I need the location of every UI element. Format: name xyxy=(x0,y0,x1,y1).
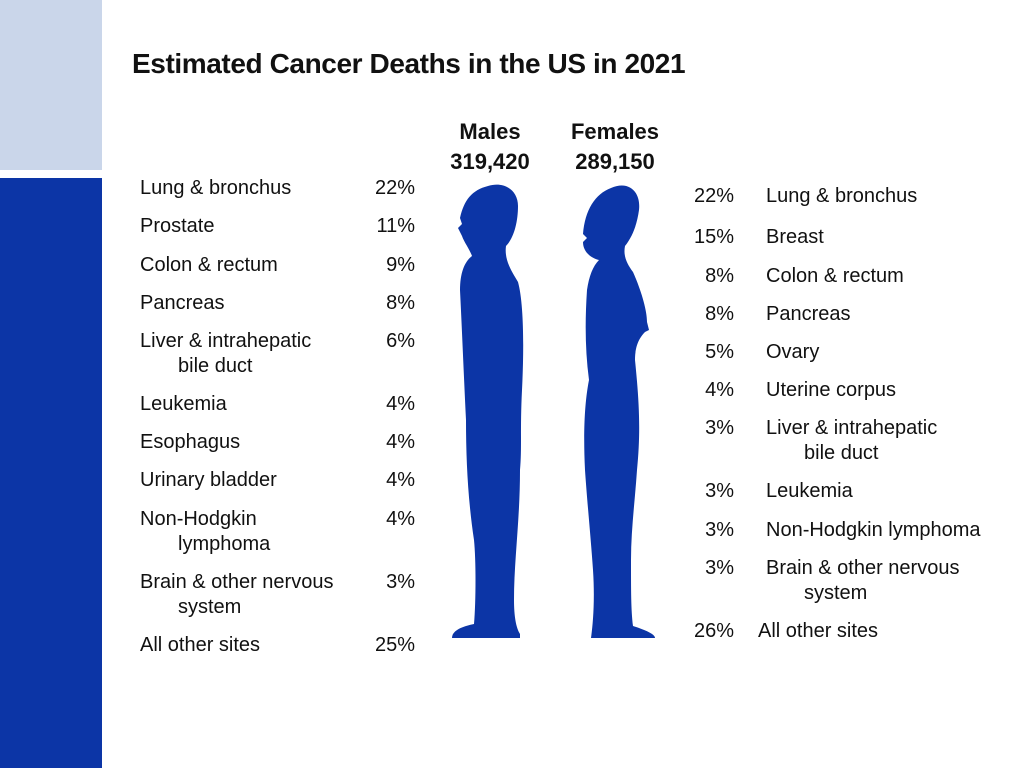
male-site-label: Lung & bronchus xyxy=(140,176,291,201)
slide-title: Estimated Cancer Deaths in the US in 202… xyxy=(132,48,686,79)
female-site-label: Uterine corpus xyxy=(766,378,896,403)
site-label-line: Uterine corpus xyxy=(766,379,897,401)
female-percentage: 3% xyxy=(705,519,734,541)
female-site-label: Breast xyxy=(766,225,824,250)
male-site-label: Leukemia xyxy=(140,392,227,417)
site-label-line: Liver & intrahepatic xyxy=(766,417,938,439)
sidebar-accent-dark xyxy=(0,178,102,768)
site-label-line: Urinary bladder xyxy=(140,469,277,491)
female-percentage: 3% xyxy=(705,480,734,502)
site-label-line: Non-Hodgkin lymphoma xyxy=(766,519,981,541)
female-percentage: 8% xyxy=(705,303,734,325)
male-site-label: Pancreas xyxy=(140,291,225,316)
female-site-label: All other sites xyxy=(758,619,878,644)
female-site-label: Pancreas xyxy=(766,302,851,327)
females-header: Females 289,150 xyxy=(555,117,675,177)
females-total: 289,150 xyxy=(575,149,655,174)
male-percentage: 8% xyxy=(386,292,415,314)
site-label-line: Colon & rectum xyxy=(766,265,904,287)
female-percentage: 26% xyxy=(693,620,734,642)
site-label-line: Non-Hodgkin xyxy=(140,508,257,530)
site-label-line: Lung & bronchus xyxy=(140,177,292,199)
male-percentage: 4% xyxy=(386,508,415,530)
site-label-line: Liver & intrahepatic xyxy=(140,330,312,352)
male-site-label: Non-Hodgkin lymphoma xyxy=(140,507,270,557)
males-label: Males xyxy=(459,119,521,144)
site-label-line: Breast xyxy=(766,226,824,248)
males-header: Males 319,420 xyxy=(430,117,550,177)
male-percentage: 6% xyxy=(386,330,415,352)
male-site-label: Brain & other nervous system xyxy=(140,570,333,620)
male-site-label: Colon & rectum xyxy=(140,253,278,278)
site-label-line: Ovary xyxy=(766,341,820,363)
males-total: 319,420 xyxy=(450,149,530,174)
male-percentage: 25% xyxy=(374,634,415,656)
site-label-continuation: system xyxy=(178,596,242,618)
female-percentage: 4% xyxy=(705,379,734,401)
site-label-line: All other sites xyxy=(758,620,879,642)
site-label-line: Lung & bronchus xyxy=(766,185,918,207)
female-site-label: Lung & bronchus xyxy=(766,184,917,209)
female-silhouette-shape xyxy=(583,185,655,639)
male-percentage: 4% xyxy=(386,431,415,453)
site-label-line: All other sites xyxy=(140,634,261,656)
female-site-label: Liver & intrahepatic bile duct xyxy=(766,416,937,466)
male-site-label: Liver & intrahepatic bile duct xyxy=(140,329,311,379)
site-label-line: Leukemia xyxy=(766,480,853,502)
female-site-label: Leukemia xyxy=(766,479,853,504)
female-site-label: Colon & rectum xyxy=(766,264,904,289)
site-label-line: Brain & other nervous xyxy=(140,571,334,593)
site-label-line: Pancreas xyxy=(766,303,851,325)
female-site-label: Ovary xyxy=(766,340,819,365)
female-site-label: Brain & other nervous system xyxy=(766,556,959,606)
male-site-label: All other sites xyxy=(140,633,260,658)
female-percentage: 15% xyxy=(693,226,734,248)
male-silhouette-icon xyxy=(448,180,558,642)
male-percentage: 4% xyxy=(386,469,415,491)
site-label-continuation: bile duct xyxy=(804,442,879,464)
female-percentage: 22% xyxy=(693,185,734,207)
site-label-line: Esophagus xyxy=(140,431,241,453)
female-percentage: 5% xyxy=(705,341,734,363)
male-percentage: 11% xyxy=(376,215,415,237)
site-label-continuation: bile duct xyxy=(178,355,253,377)
sidebar-accent-light xyxy=(0,0,102,170)
male-silhouette-shape xyxy=(452,184,524,638)
male-site-label: Urinary bladder xyxy=(140,468,277,493)
females-label: Females xyxy=(570,119,660,144)
site-label-line: Leukemia xyxy=(140,393,227,415)
female-percentage: 8% xyxy=(705,265,734,287)
female-site-label: Non-Hodgkin lymphoma xyxy=(766,518,981,543)
site-label-line: Brain & other nervous xyxy=(766,557,960,579)
site-label-continuation: system xyxy=(804,582,868,604)
site-label-line: Prostate xyxy=(140,215,215,237)
site-label-line: Colon & rectum xyxy=(140,254,278,276)
site-label-line: Pancreas xyxy=(140,292,225,314)
male-percentage: 4% xyxy=(386,393,415,415)
male-site-label: Esophagus xyxy=(140,430,240,455)
female-silhouette-icon xyxy=(575,180,685,642)
female-percentage: 3% xyxy=(705,417,734,439)
site-label-continuation: lymphoma xyxy=(178,533,271,555)
male-percentage: 3% xyxy=(386,571,415,593)
female-percentage: 3% xyxy=(705,557,734,579)
male-percentage: 22% xyxy=(374,177,415,199)
male-site-label: Prostate xyxy=(140,214,214,239)
male-percentage: 9% xyxy=(386,254,415,276)
